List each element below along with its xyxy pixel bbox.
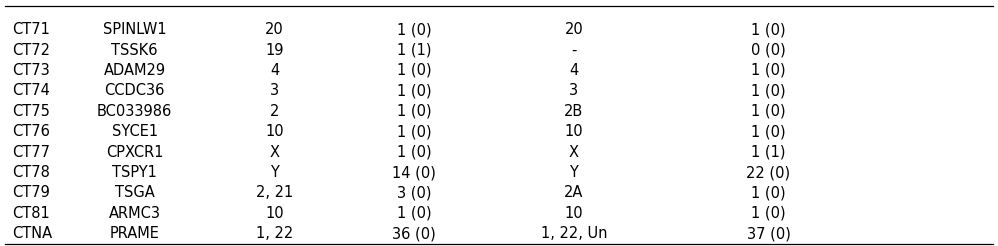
Text: Y: Y (570, 165, 578, 180)
Text: CPXCR1: CPXCR1 (106, 145, 164, 160)
Text: 1 (0): 1 (0) (397, 63, 431, 78)
Text: 20: 20 (265, 22, 283, 37)
Text: 2: 2 (269, 104, 279, 119)
Text: TSPY1: TSPY1 (113, 165, 157, 180)
Text: 1 (0): 1 (0) (751, 185, 785, 200)
Text: 1 (0): 1 (0) (397, 104, 431, 119)
Text: CT78: CT78 (12, 165, 50, 180)
Text: TSGA: TSGA (115, 185, 155, 200)
Text: CTNA: CTNA (12, 226, 52, 241)
Text: CT73: CT73 (12, 63, 50, 78)
Text: 19: 19 (265, 43, 283, 58)
Text: 1 (0): 1 (0) (751, 124, 785, 139)
Text: 37 (0): 37 (0) (747, 226, 790, 241)
Text: CT75: CT75 (12, 104, 50, 119)
Text: 1, 22, Un: 1, 22, Un (541, 226, 607, 241)
Text: 1 (0): 1 (0) (751, 206, 785, 221)
Text: TSSK6: TSSK6 (112, 43, 158, 58)
Text: 3: 3 (269, 83, 279, 98)
Text: 1 (1): 1 (1) (751, 145, 785, 160)
Text: 4: 4 (269, 63, 279, 78)
Text: 1 (0): 1 (0) (397, 83, 431, 98)
Text: 20: 20 (565, 22, 583, 37)
Text: 1, 22: 1, 22 (255, 226, 293, 241)
Text: 2B: 2B (564, 104, 584, 119)
Text: 2A: 2A (564, 185, 584, 200)
Text: 0 (0): 0 (0) (751, 43, 785, 58)
Text: 4: 4 (569, 63, 579, 78)
Text: CT77: CT77 (12, 145, 50, 160)
Text: 1 (0): 1 (0) (751, 104, 785, 119)
Text: 10: 10 (565, 124, 583, 139)
Text: 22 (0): 22 (0) (747, 165, 790, 180)
Text: PRAME: PRAME (110, 226, 160, 241)
Text: 1 (1): 1 (1) (397, 43, 431, 58)
Text: 14 (0): 14 (0) (392, 165, 436, 180)
Text: CT81: CT81 (12, 206, 50, 221)
Text: ADAM29: ADAM29 (104, 63, 166, 78)
Text: SPINLW1: SPINLW1 (103, 22, 167, 37)
Text: 3: 3 (569, 83, 579, 98)
Text: SYCE1: SYCE1 (112, 124, 158, 139)
Text: ARMC3: ARMC3 (109, 206, 161, 221)
Text: 10: 10 (265, 206, 283, 221)
Text: CT74: CT74 (12, 83, 50, 98)
Text: CT71: CT71 (12, 22, 50, 37)
Text: 1 (0): 1 (0) (751, 22, 785, 37)
Text: CCDC36: CCDC36 (105, 83, 165, 98)
Text: 10: 10 (265, 124, 283, 139)
Text: CT72: CT72 (12, 43, 50, 58)
Text: X: X (569, 145, 579, 160)
Text: 36 (0): 36 (0) (392, 226, 436, 241)
Text: CT76: CT76 (12, 124, 50, 139)
Text: -: - (571, 43, 577, 58)
Text: 1 (0): 1 (0) (397, 206, 431, 221)
Text: 2, 21: 2, 21 (255, 185, 293, 200)
Text: 1 (0): 1 (0) (397, 124, 431, 139)
Text: BC033986: BC033986 (97, 104, 173, 119)
Text: CT79: CT79 (12, 185, 50, 200)
Text: 1 (0): 1 (0) (751, 63, 785, 78)
Text: 10: 10 (565, 206, 583, 221)
Text: Y: Y (270, 165, 278, 180)
Text: 3 (0): 3 (0) (397, 185, 431, 200)
Text: X: X (269, 145, 279, 160)
Text: 1 (0): 1 (0) (751, 83, 785, 98)
Text: 1 (0): 1 (0) (397, 145, 431, 160)
Text: 1 (0): 1 (0) (397, 22, 431, 37)
